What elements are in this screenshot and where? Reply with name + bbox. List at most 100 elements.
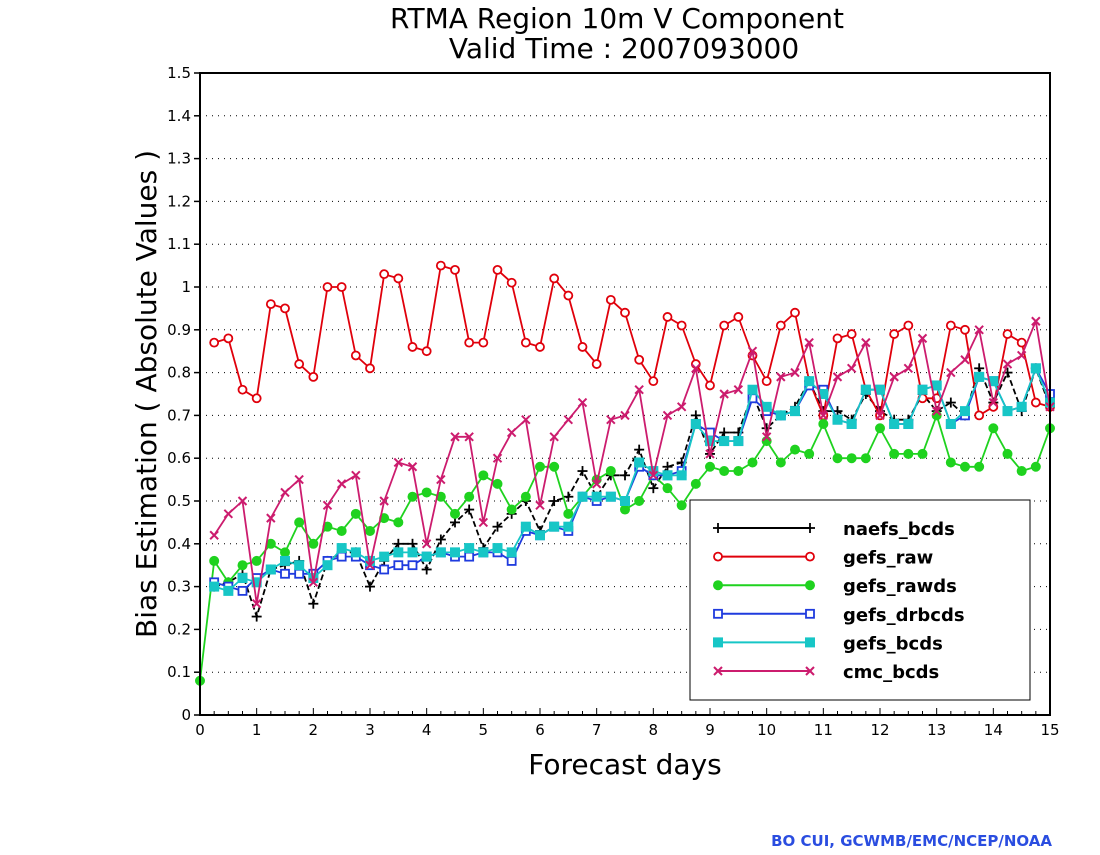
- data-point: [365, 560, 375, 570]
- data-point: [209, 581, 220, 592]
- data-point: [690, 478, 701, 489]
- data-point: [733, 466, 744, 477]
- x-tick-label: 2: [309, 721, 319, 739]
- data-point: [492, 478, 503, 489]
- data-point: [464, 337, 475, 348]
- marker-stroke: [1031, 316, 1041, 326]
- data-point: [407, 491, 418, 502]
- data-point: [535, 342, 545, 352]
- credit-text: BO CUI, GCWMB/EMC/NCEP/NOAA: [771, 832, 1052, 850]
- data-point: [691, 363, 701, 374]
- marker-stroke: [1016, 350, 1027, 361]
- data-point: [804, 337, 814, 348]
- marker-stroke: [393, 457, 404, 468]
- marker-stroke: [931, 406, 942, 416]
- data-point: [450, 547, 460, 558]
- legend-label: gefs_rawds: [843, 576, 957, 597]
- data-point: [974, 461, 985, 472]
- data-point: [563, 491, 574, 502]
- data-point: [1016, 466, 1027, 477]
- data-point: [492, 264, 503, 275]
- data-point: [945, 320, 956, 331]
- data-point: [733, 312, 744, 322]
- data-point: [1030, 397, 1041, 408]
- data-point: [280, 555, 290, 566]
- data-point: [393, 273, 404, 284]
- data-point: [733, 436, 744, 447]
- data-point: [563, 508, 574, 519]
- data-point: [903, 418, 914, 429]
- data-point: [520, 337, 531, 348]
- marker-stroke: [521, 414, 531, 425]
- data-point: [988, 423, 999, 434]
- data-point: [846, 329, 857, 339]
- data-point: [662, 461, 673, 472]
- data-point: [237, 573, 248, 584]
- data-point: [719, 436, 730, 447]
- x-tick-label: 15: [1040, 721, 1059, 739]
- legend-label: gefs_bcds: [843, 633, 943, 654]
- marker-stroke: [535, 500, 545, 510]
- data-point: [209, 337, 220, 348]
- data-point: [775, 320, 786, 331]
- data-point: [478, 470, 489, 481]
- data-point: [280, 487, 290, 498]
- series-gefs_bcds: [209, 363, 1055, 596]
- data-point: [535, 530, 545, 541]
- data-point: [875, 423, 885, 434]
- data-point: [620, 410, 630, 421]
- marker-stroke: [804, 337, 814, 348]
- data-point: [605, 491, 616, 502]
- series-layer: [195, 260, 1055, 686]
- legend-marker: [713, 523, 723, 533]
- data-point: [648, 483, 659, 494]
- y-tick-label: 0.9: [167, 321, 191, 339]
- y-tick-label: 1: [181, 278, 191, 296]
- x-tick-label: 14: [984, 721, 1003, 739]
- data-point: [662, 312, 673, 322]
- data-point: [1002, 406, 1013, 417]
- data-point: [336, 543, 347, 554]
- data-point: [506, 277, 517, 288]
- data-point: [251, 393, 262, 404]
- data-point: [322, 560, 333, 571]
- data-point: [705, 449, 715, 459]
- x-tick-label: 4: [422, 721, 432, 739]
- data-point: [478, 337, 489, 348]
- data-point: [393, 538, 404, 549]
- data-point: [336, 551, 347, 562]
- legend-marker: [713, 666, 723, 676]
- data-point: [917, 448, 928, 459]
- data-point: [946, 367, 956, 378]
- data-point: [492, 521, 503, 532]
- marker-stroke: [577, 397, 588, 408]
- data-point: [974, 363, 985, 374]
- data-point: [903, 320, 914, 331]
- data-point: [931, 380, 942, 391]
- data-point: [379, 496, 389, 506]
- data-point: [506, 556, 517, 566]
- data-point: [606, 414, 616, 425]
- marker-stroke: [563, 414, 574, 425]
- y-tick-label: 1.5: [167, 64, 191, 82]
- marker-stroke: [761, 432, 772, 442]
- data-point: [648, 470, 659, 481]
- data-point: [464, 504, 475, 515]
- data-point: [209, 530, 219, 540]
- data-point: [237, 496, 248, 506]
- marker-stroke: [861, 337, 871, 348]
- marker-stroke: [790, 367, 800, 378]
- x-tick-label: 6: [535, 721, 545, 739]
- data-point: [620, 496, 630, 506]
- data-point: [790, 444, 800, 455]
- marker-stroke: [436, 474, 446, 485]
- data-point: [294, 517, 305, 528]
- plot-frame: [199, 72, 1051, 716]
- y-tick-label: 0.3: [167, 578, 191, 596]
- data-point: [690, 410, 701, 421]
- legend-marker: [713, 551, 723, 562]
- data-point: [350, 350, 361, 361]
- marker-stroke: [805, 666, 815, 676]
- data-point: [237, 585, 248, 596]
